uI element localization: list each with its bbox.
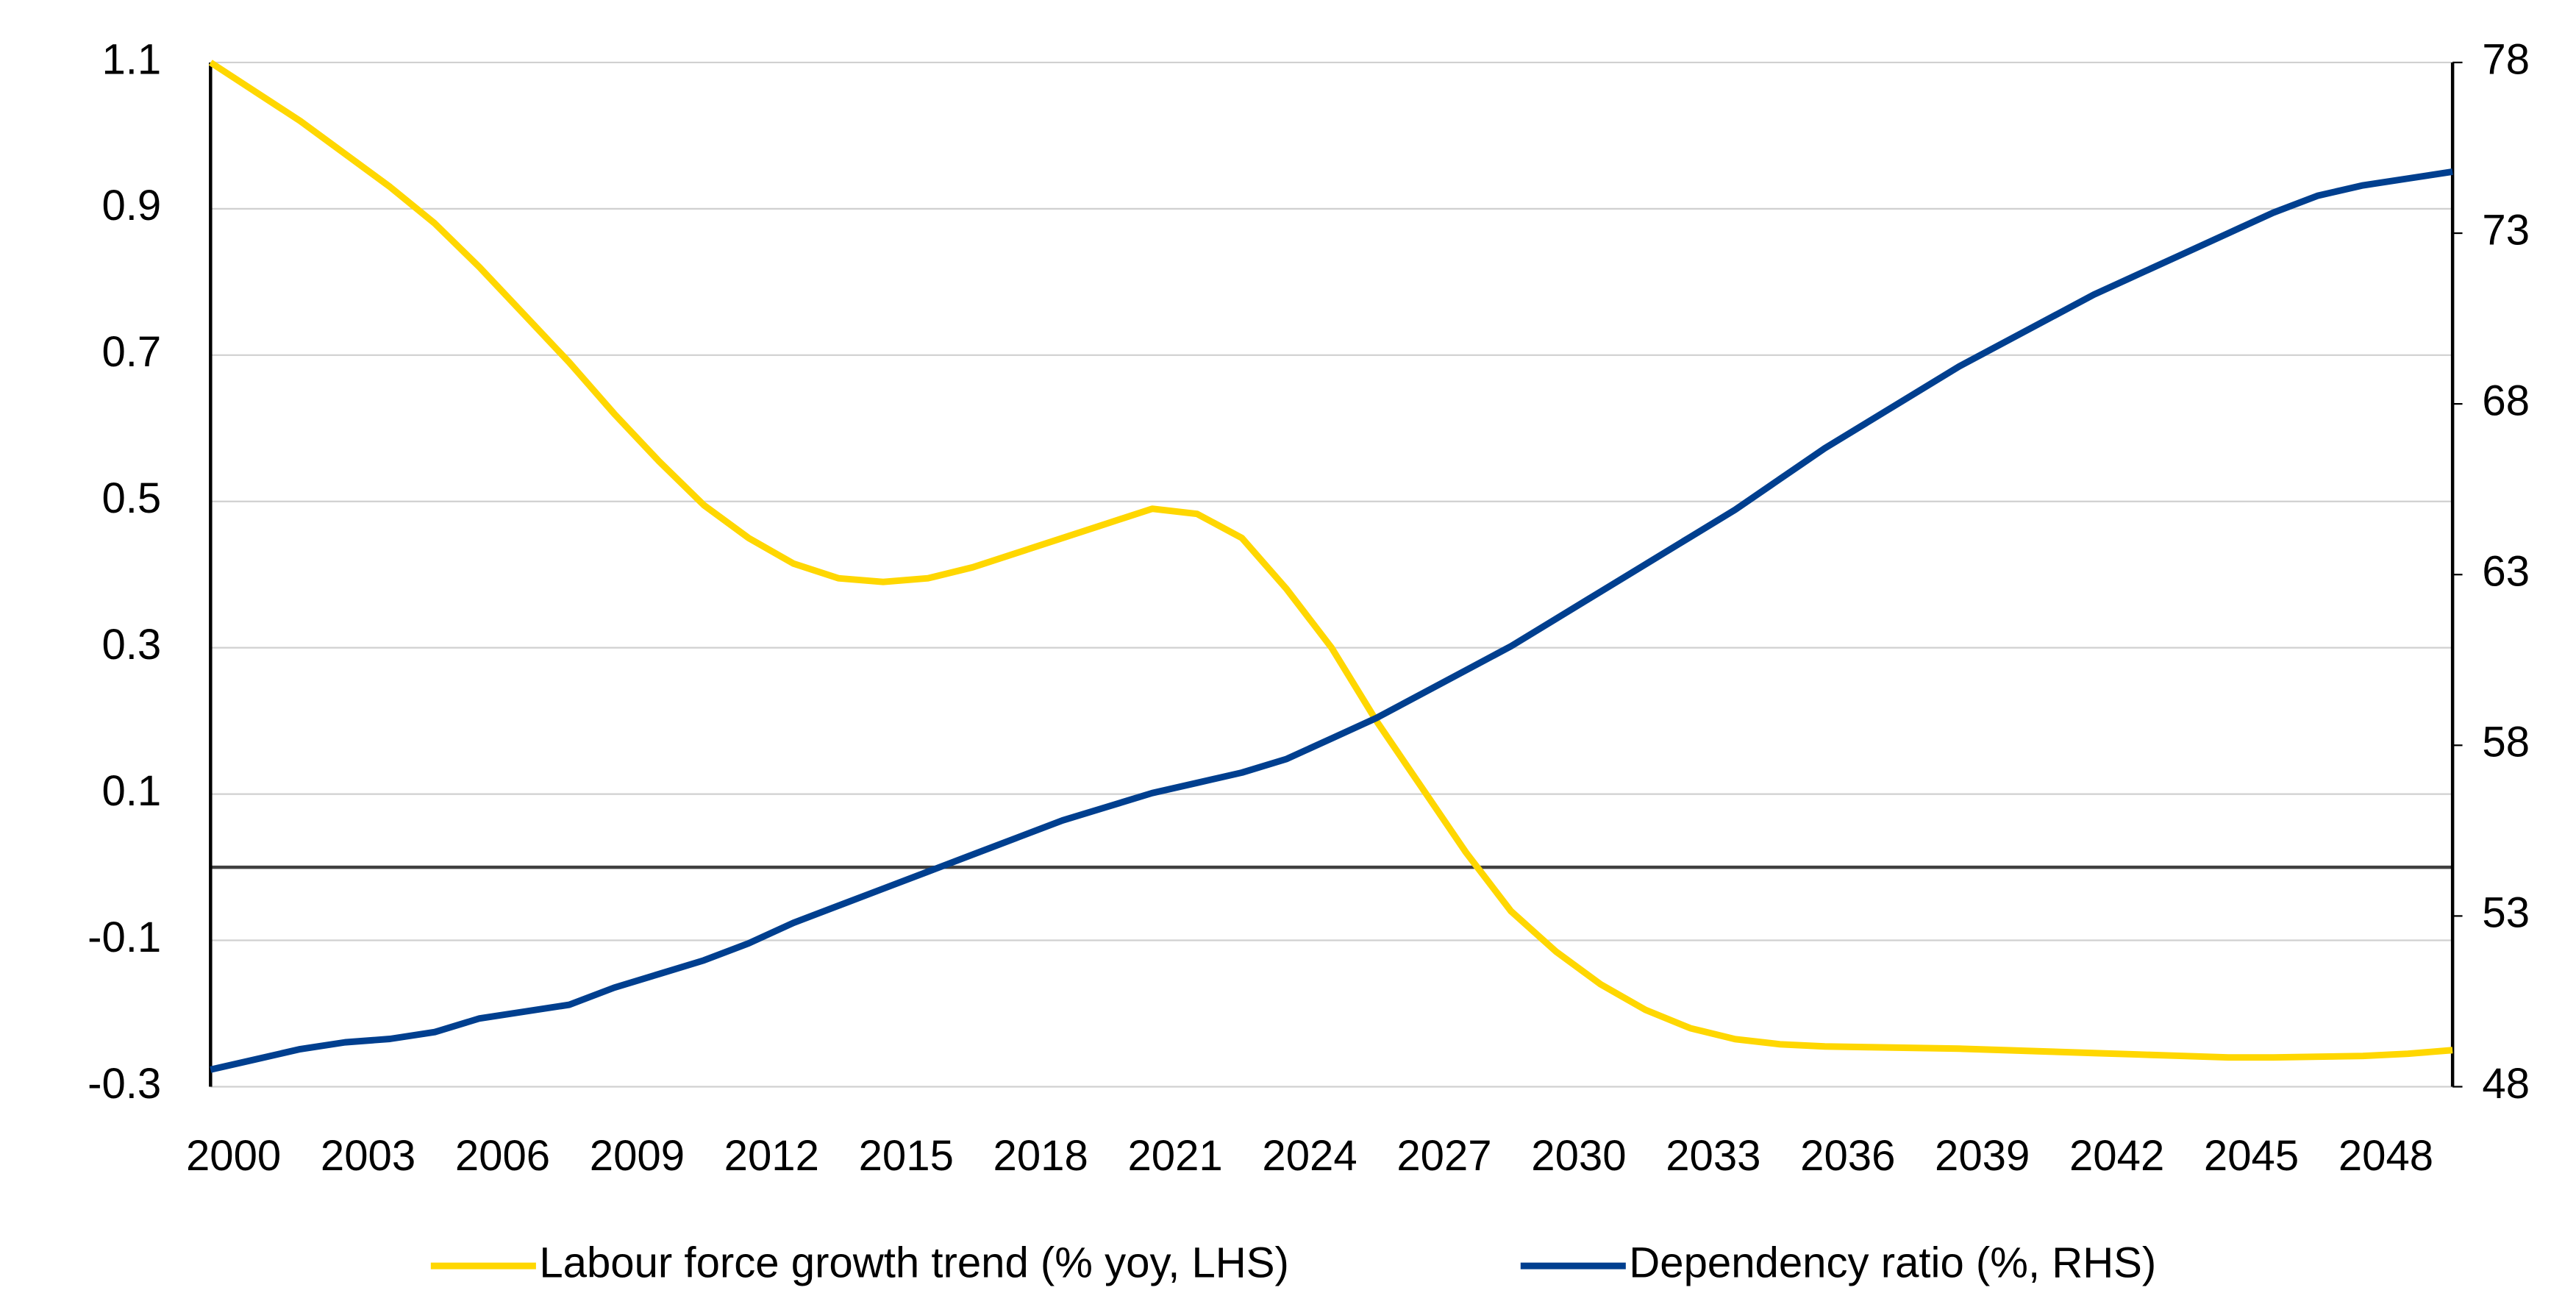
y2-tick-label: 58 [2482,719,2530,766]
y2-tick-label: 63 [2482,548,2530,596]
y-tick-label: 0.3 [101,621,161,669]
y-tick-label: -0.3 [88,1060,161,1108]
x-tick-label: 2009 [590,1132,685,1180]
x-tick-label: 2036 [1800,1132,1895,1180]
x-tick-label: 2012 [724,1132,819,1180]
x-tick-label: 2045 [2204,1132,2299,1180]
x-tick-label: 2021 [1127,1132,1222,1180]
y2-tick-label: 73 [2482,206,2530,254]
y-tick-label: 0.1 [101,767,161,815]
x-tick-label: 2042 [2069,1132,2164,1180]
x-tick-label: 2003 [321,1132,415,1180]
x-tick-label: 2024 [1262,1132,1357,1180]
x-tick-label: 2048 [2338,1132,2433,1180]
series-line [208,60,2453,1061]
x-tick-label: 2033 [1666,1132,1760,1180]
y-tick-label: 1.1 [101,35,161,83]
legend-label: Dependency ratio (%, RHS) [1629,1239,2156,1286]
legend-label: Labour force growth trend (% yoy, LHS) [539,1239,1289,1286]
y2-tick-label: 48 [2482,1060,2530,1108]
y-tick-label: 0.7 [101,328,161,376]
x-tick-label: 2039 [1935,1132,2030,1180]
x-tick-label: 2027 [1396,1132,1491,1180]
y-tick-label: -0.1 [88,914,161,961]
y-tick-label: 0.5 [101,474,161,522]
series-line [210,168,2453,1073]
x-tick-label: 2015 [859,1132,954,1180]
x-tick-label: 2018 [993,1132,1088,1180]
y2-tick-label: 78 [2482,35,2530,83]
y2-tick-label: 53 [2482,889,2530,937]
y2-tick-label: 68 [2482,377,2530,424]
x-tick-label: 2006 [455,1132,550,1180]
x-tick-label: 2030 [1531,1132,1626,1180]
y-tick-label: 0.9 [101,182,161,229]
x-tick-label: 2000 [186,1132,281,1180]
